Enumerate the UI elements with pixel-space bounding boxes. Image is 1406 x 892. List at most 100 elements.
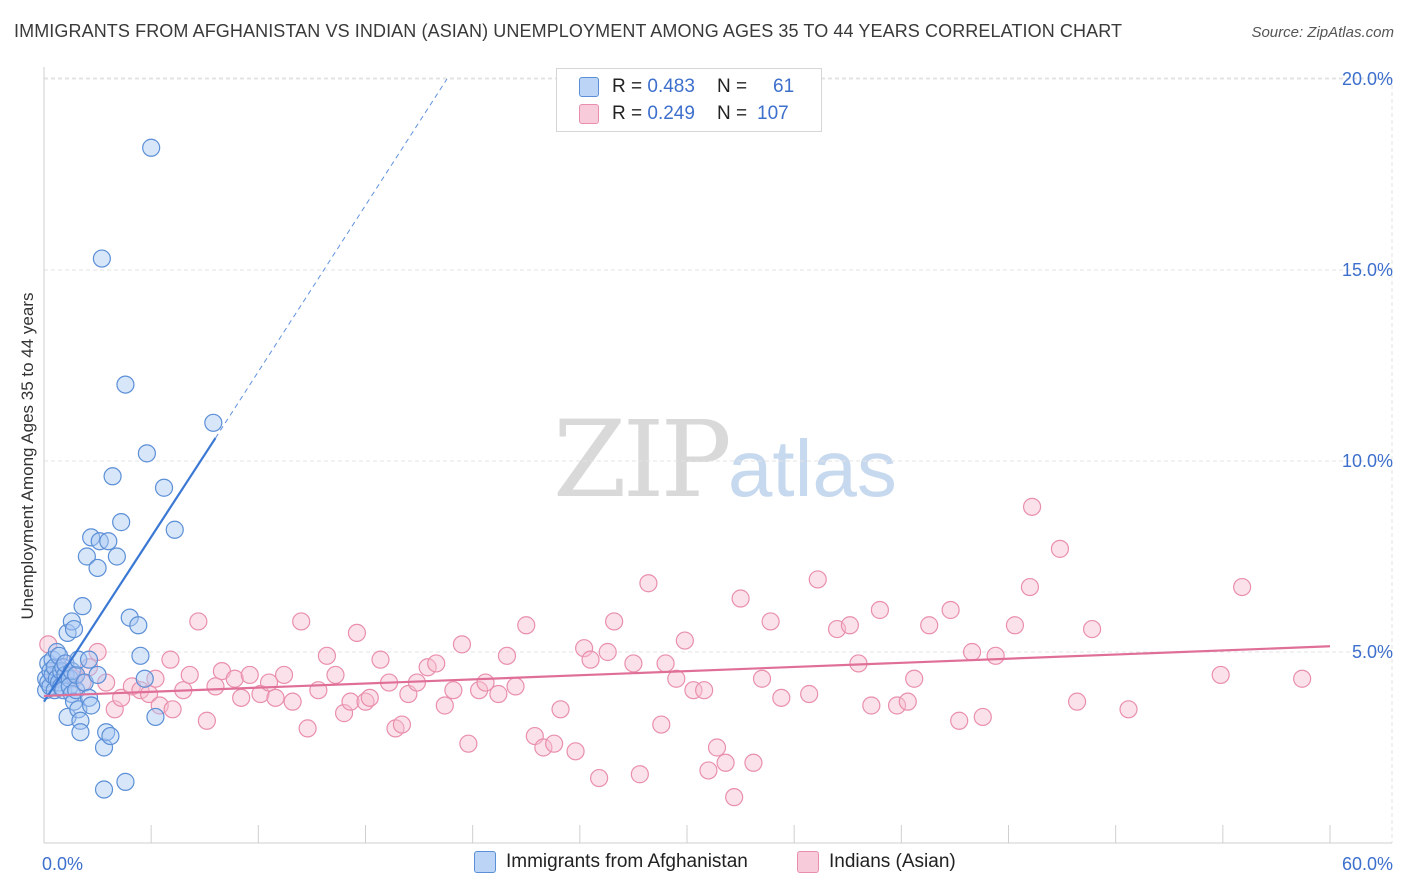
data-point-indians: [427, 654, 446, 673]
data-point-indians: [1022, 497, 1042, 516]
data-point-indians: [105, 700, 124, 719]
data-point-indians: [639, 574, 658, 593]
data-point-indians: [652, 715, 671, 734]
n-value: 61: [773, 76, 795, 97]
data-point-afghanistan: [107, 547, 126, 566]
data-point-indians: [772, 688, 791, 707]
data-point-indians: [266, 688, 285, 707]
data-point-afghanistan: [92, 249, 111, 268]
data-point-indians: [444, 681, 463, 700]
data-point-indians: [534, 738, 553, 757]
data-point-indians: [298, 719, 317, 738]
data-point-indians: [1050, 539, 1070, 558]
n-value: 107: [757, 103, 789, 124]
source-label: Source: ZipAtlas.com: [1251, 24, 1394, 41]
data-point-indians: [699, 761, 718, 780]
watermark-atlas: atlas: [727, 424, 897, 513]
data-point-afghanistan: [112, 513, 131, 532]
data-point-indians: [973, 707, 992, 727]
data-point-indians: [232, 688, 251, 707]
data-point-indians: [341, 692, 360, 711]
data-point-indians: [334, 704, 354, 723]
legend-swatch-pink: [579, 104, 599, 124]
afghanistan-points: [37, 138, 223, 799]
trend-line-indians: [43, 645, 1331, 698]
data-point-indians: [163, 700, 182, 719]
data-point-afghanistan: [165, 520, 184, 539]
data-point-indians: [274, 665, 294, 685]
data-point-indians: [962, 642, 982, 662]
data-point-afghanistan: [71, 723, 90, 742]
data-point-indians: [418, 658, 437, 677]
data-point-indians: [240, 665, 259, 685]
legend-item-indians[interactable]: Indians (Asian): [797, 851, 956, 873]
data-point-indians: [1020, 577, 1040, 597]
data-point-indians: [744, 753, 763, 772]
data-point-afghanistan: [64, 619, 84, 639]
data-point-indians: [887, 696, 907, 715]
data-point-indians: [920, 616, 939, 635]
data-point-indians: [206, 677, 225, 696]
data-point-indians: [986, 646, 1005, 665]
data-point-afghanistan: [146, 707, 165, 727]
data-point-afghanistan: [94, 780, 114, 799]
data-point-afghanistan: [99, 532, 118, 551]
data-point-indians: [1005, 616, 1025, 635]
data-point-afghanistan: [103, 467, 122, 486]
data-point-indians: [707, 738, 727, 757]
data-point-indians: [941, 600, 960, 620]
legend-swatch-pink: [797, 851, 819, 873]
data-point-afghanistan: [137, 444, 156, 463]
data-point-afghanistan: [154, 478, 174, 497]
data-point-indians: [347, 623, 367, 643]
data-point-afghanistan: [77, 547, 96, 566]
correlation-legend: R = 0.483 N = 61 R = 0.249 N = 107: [556, 68, 822, 132]
data-point-afghanistan: [129, 616, 148, 635]
data-point-indians: [161, 650, 180, 669]
legend-label: Immigrants from Afghanistan: [506, 851, 748, 872]
data-point-indians: [731, 589, 750, 608]
data-point-afghanistan: [142, 138, 161, 157]
trend-line-afghanistan: [43, 437, 217, 703]
data-point-indians: [605, 612, 624, 631]
data-point-indians: [1067, 692, 1087, 711]
y-axis-label: Unemployment Among Ages 35 to 44 years: [18, 292, 37, 620]
zipatlas-watermark: ZIPatlas: [553, 398, 897, 521]
data-point-afghanistan: [116, 375, 135, 394]
x-tick-label: 60.0%: [1342, 854, 1393, 874]
n-label: N =: [716, 76, 748, 97]
data-point-indians: [808, 570, 827, 589]
legend-row-afghanistan: R = 0.483 N = 61: [579, 74, 794, 100]
data-point-indians: [459, 734, 478, 753]
data-point-indians: [360, 688, 379, 707]
data-point-indians: [761, 612, 780, 631]
data-point-afghanistan: [116, 772, 135, 791]
data-point-indians: [695, 681, 714, 700]
data-point-indians: [716, 753, 735, 772]
r-value: 0.249: [647, 103, 695, 124]
data-point-indians: [870, 600, 890, 620]
data-point-afghanistan: [82, 528, 101, 547]
data-point-indians: [581, 650, 600, 669]
data-point-indians: [469, 681, 489, 700]
data-point-indians: [624, 654, 643, 673]
data-point-indians: [1293, 669, 1312, 688]
chart-title: IMMIGRANTS FROM AFGHANISTAN VS INDIAN (A…: [14, 21, 1123, 41]
data-point-indians: [180, 665, 199, 685]
r-label: R =: [612, 76, 643, 97]
data-point-indians: [435, 696, 454, 715]
data-point-indians: [517, 616, 536, 635]
data-point-indians: [1119, 700, 1138, 719]
data-point-afghanistan: [94, 738, 114, 757]
data-point-indians: [545, 734, 564, 753]
data-point-afghanistan: [135, 669, 154, 688]
data-point-indians: [862, 696, 881, 715]
data-point-indians: [598, 642, 617, 662]
data-point-indians: [667, 669, 686, 688]
data-point-indians: [1082, 619, 1102, 639]
data-point-indians: [575, 639, 594, 658]
y-tick-label: 10.0%: [1342, 451, 1393, 471]
data-point-afghanistan: [204, 413, 223, 432]
legend-item-afghanistan[interactable]: Immigrants from Afghanistan: [474, 851, 748, 873]
data-point-indians: [840, 616, 859, 635]
